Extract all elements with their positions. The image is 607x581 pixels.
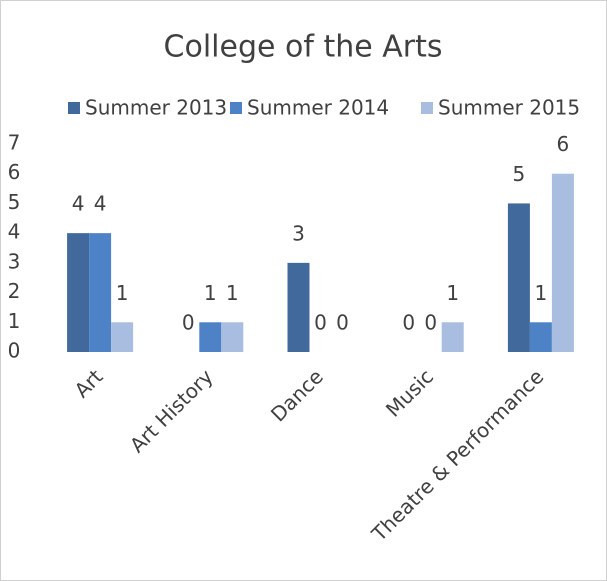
legend-swatch xyxy=(68,102,80,114)
chart-title: College of the Arts xyxy=(164,30,443,65)
y-tick-label: 0 xyxy=(8,339,21,363)
data-label: 1 xyxy=(116,281,129,305)
data-label: 0 xyxy=(182,311,195,335)
bar xyxy=(111,322,134,352)
data-label: 4 xyxy=(72,192,85,216)
data-label: 6 xyxy=(557,132,570,156)
bar xyxy=(89,233,112,352)
legend-label: Summer 2013 xyxy=(85,96,227,120)
legend-label: Summer 2015 xyxy=(438,96,580,120)
bar xyxy=(67,233,90,352)
y-tick-label: 6 xyxy=(8,160,21,184)
data-label: 3 xyxy=(292,221,305,245)
data-label: 1 xyxy=(204,281,217,305)
y-tick-label: 5 xyxy=(8,190,21,214)
y-tick-label: 7 xyxy=(8,131,21,155)
bar xyxy=(441,322,464,352)
legend-swatch xyxy=(230,102,242,114)
bar xyxy=(199,322,222,352)
data-label: 1 xyxy=(226,281,239,305)
y-tick-label: 4 xyxy=(8,220,21,244)
bar xyxy=(529,322,552,352)
data-label: 1 xyxy=(446,281,459,305)
y-tick-label: 3 xyxy=(8,249,21,273)
bar xyxy=(221,322,244,352)
y-tick-label: 1 xyxy=(8,309,21,333)
data-label: 5 xyxy=(513,162,526,186)
legend-label: Summer 2014 xyxy=(247,96,389,120)
legend-swatch xyxy=(421,102,433,114)
bar xyxy=(551,173,574,352)
bar xyxy=(507,203,530,352)
bar xyxy=(287,262,310,352)
data-label: 0 xyxy=(402,311,415,335)
data-label: 4 xyxy=(94,192,107,216)
y-tick-label: 2 xyxy=(8,279,21,303)
data-label: 0 xyxy=(424,311,437,335)
data-label: 0 xyxy=(336,311,349,335)
data-label: 1 xyxy=(535,281,548,305)
data-label: 0 xyxy=(314,311,327,335)
